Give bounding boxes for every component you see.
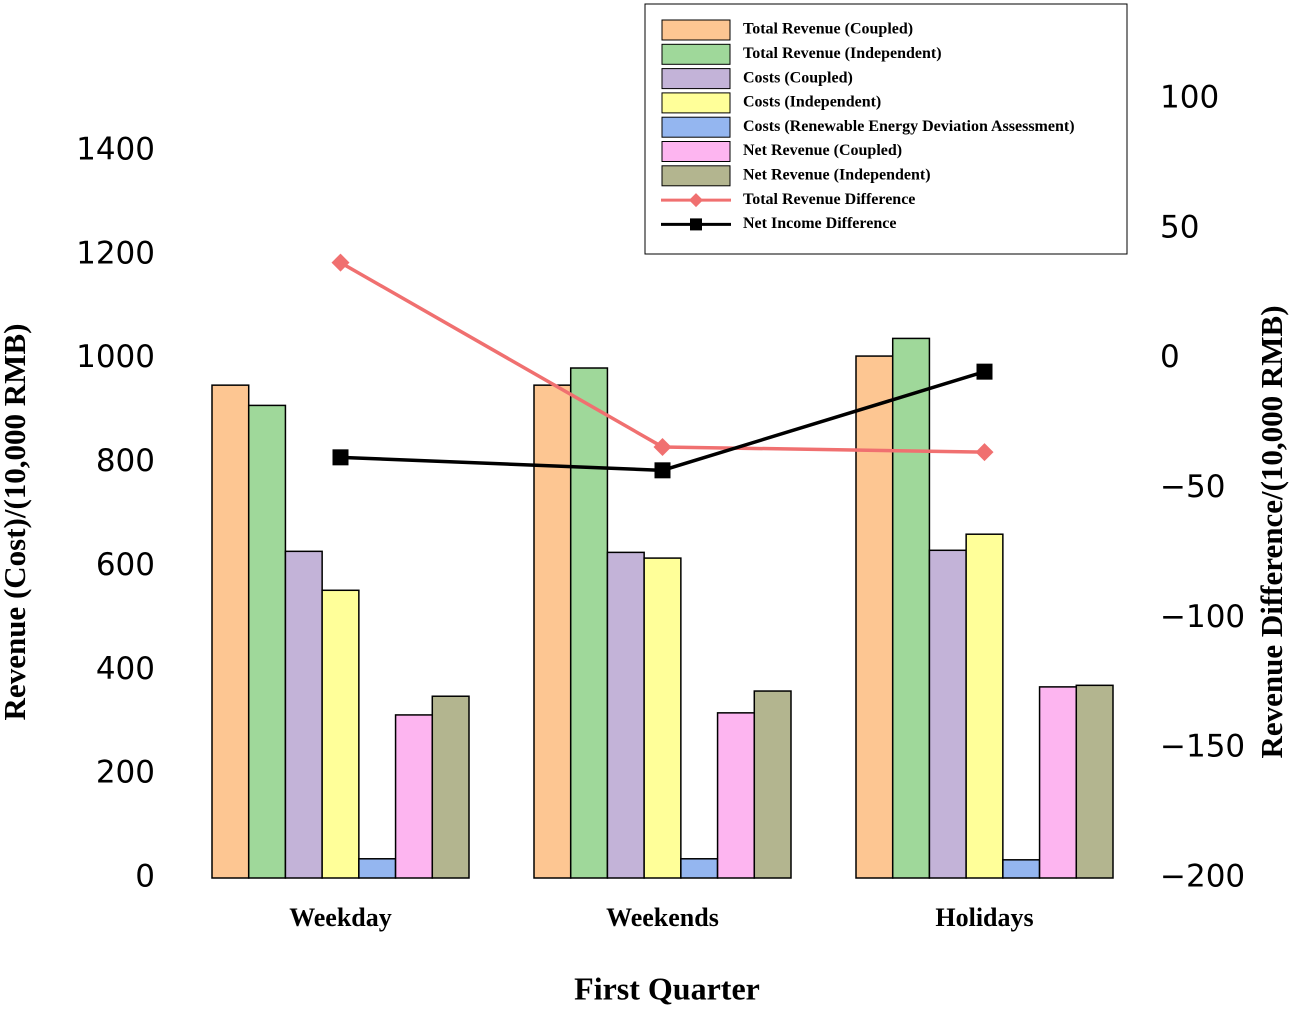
bar: [247, 404, 287, 879]
line-marker: [689, 193, 703, 208]
y-tick-label: 800: [96, 443, 155, 479]
bar: [680, 858, 719, 879]
y-tick-label: 1000: [76, 339, 155, 375]
legend-label: Net Income Difference: [743, 215, 896, 232]
legend-swatch: [661, 165, 731, 187]
legend-swatch: [661, 43, 731, 65]
legend-label: Total Revenue (Coupled): [743, 21, 913, 38]
legend-swatch: [661, 141, 731, 162]
bar: [643, 557, 682, 879]
legend-label: Net Revenue (Coupled): [743, 142, 902, 159]
legend-swatch: [661, 68, 731, 90]
x-tick-label: Holidays: [935, 903, 1033, 932]
bar: [928, 549, 967, 879]
line-marker: [976, 363, 993, 380]
bar: [533, 384, 572, 879]
y-tick-label: 600: [96, 547, 155, 583]
bar: [358, 858, 397, 879]
y-tick-label: 400: [96, 651, 155, 687]
legend-label: Costs (Renewable Energy Deviation Assess…: [743, 118, 1075, 135]
legend-label: Costs (Coupled): [743, 69, 853, 86]
bar: [965, 533, 1004, 879]
y2-tick-label: −200: [1160, 859, 1245, 895]
x-tick-label: Weekends: [606, 903, 719, 932]
legend-label: Costs (Independent): [743, 94, 881, 111]
line-marker: [331, 253, 350, 272]
line-marker: [653, 437, 672, 456]
y-axis-title: Revenue (Cost)/(10,000 RMB): [0, 324, 32, 721]
y2-tick-label: 100: [1160, 80, 1219, 116]
bar: [1075, 684, 1114, 879]
y-tick-label: 200: [96, 755, 155, 791]
bar: [1038, 686, 1078, 879]
bar: [321, 589, 360, 879]
bar: [569, 367, 609, 879]
x-tick-label: Weekday: [289, 903, 392, 932]
y2-tick-label: −150: [1160, 729, 1245, 765]
bar: [753, 690, 792, 879]
bar: [394, 714, 434, 879]
bar: [431, 695, 470, 879]
bar: [891, 337, 931, 879]
y2-tick-label: −50: [1160, 469, 1225, 505]
line-marker: [654, 462, 671, 479]
bar: [211, 384, 250, 879]
line-marker: [332, 449, 349, 466]
legend-label: Total Revenue (Independent): [743, 45, 942, 62]
bar: [284, 550, 323, 879]
x-axis-title: First Quarter: [574, 970, 760, 1006]
y-tick-label: 0: [135, 859, 155, 895]
line-marker: [975, 443, 994, 462]
y-tick-label: 1200: [76, 235, 155, 271]
y2-tick-label: 50: [1160, 209, 1199, 245]
bar: [1002, 859, 1041, 879]
legend-label: Total Revenue Difference: [743, 191, 915, 208]
legend-swatch: [661, 92, 731, 114]
legend-swatch: [661, 19, 731, 41]
bar: [855, 355, 894, 879]
legend-label: Net Revenue (Independent): [743, 166, 931, 183]
y2-tick-label: 0: [1160, 339, 1180, 375]
legend-swatch: [661, 116, 731, 138]
y-tick-label: 1400: [76, 131, 155, 167]
line-marker: [690, 218, 702, 231]
bar: [716, 712, 756, 879]
y2-tick-label: −100: [1160, 599, 1245, 635]
bar: [606, 551, 645, 879]
y2-axis-title: Revenue Difference/(10,000 RMB): [1254, 305, 1289, 758]
